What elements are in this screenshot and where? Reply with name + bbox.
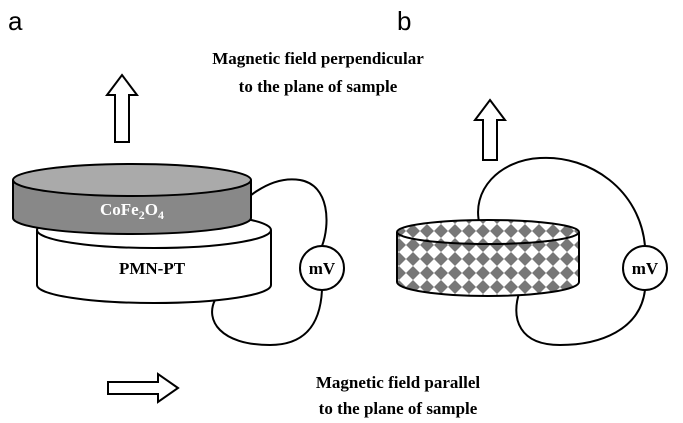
composite-cylinder [397,220,579,296]
arrow-up [475,100,505,160]
meter-label: mV [632,259,659,278]
arrow-up [107,75,137,142]
annotation: Magnetic field perpendicular [212,49,424,68]
cofe2o4-cylinder [13,164,251,234]
annotation: to the plane of sample [319,399,478,418]
annotation: to the plane of sample [239,77,398,96]
panel-label: b [397,6,411,36]
wire [516,290,645,345]
arrow-right [108,374,178,402]
meter-label: mV [309,259,336,278]
layer-label: CoFe2O4 [100,200,164,222]
figure: a b Magnetic field perpendicular to the … [0,0,683,423]
panel-label: a [8,6,23,36]
layer-label: PMN-PT [119,259,186,278]
annotation: Magnetic field parallel [316,373,481,392]
